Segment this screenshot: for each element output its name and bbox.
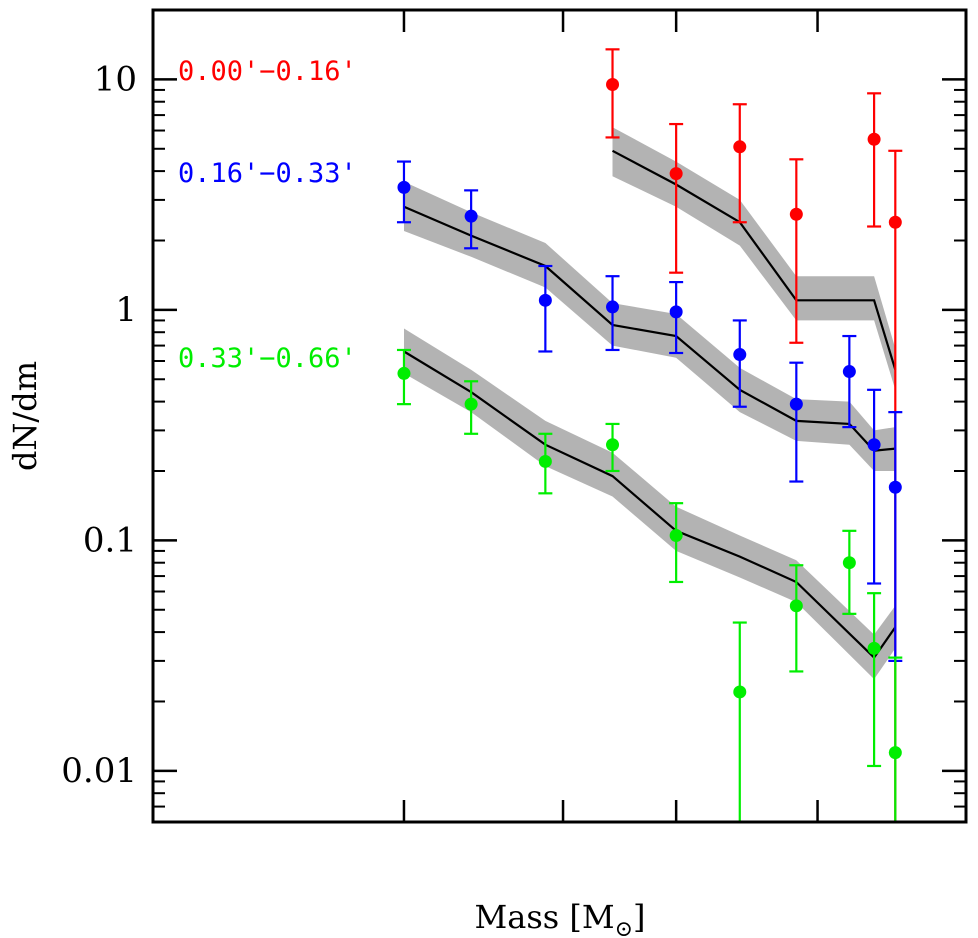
data-point-2-0 <box>397 366 411 380</box>
x-axis-label-sub: ⊙ <box>615 917 633 938</box>
y-tick-label: 0.01 <box>61 751 137 791</box>
data-point-2-7 <box>842 556 856 570</box>
data-point-1-2 <box>538 293 552 307</box>
y-tick-label: 1 <box>115 290 137 330</box>
data-points <box>397 78 902 760</box>
data-point-2-3 <box>606 438 620 452</box>
data-point-0-5 <box>888 215 902 229</box>
model-band-1 <box>404 181 896 471</box>
data-point-0-4 <box>867 132 881 146</box>
data-point-1-6 <box>789 397 803 411</box>
legend: 0.00'−0.16' 0.16'−0.33' 0.33'−0.66' <box>178 56 357 374</box>
model-band-0 <box>612 127 896 390</box>
data-point-1-1 <box>464 209 478 223</box>
data-point-2-9 <box>888 746 902 760</box>
axis-ticks: 10 1 0.1 0.01 <box>61 9 966 823</box>
data-point-1-3 <box>606 300 620 314</box>
model-uncertainty-bands <box>404 127 896 680</box>
y-axis-label: dN/dm <box>6 361 44 471</box>
data-point-1-4 <box>669 305 683 319</box>
model-line-1 <box>403 205 896 452</box>
data-point-1-0 <box>397 180 411 194</box>
y-tick-label: 0.1 <box>83 520 137 560</box>
data-point-2-5 <box>733 685 747 699</box>
data-point-2-6 <box>789 599 803 613</box>
data-point-1-7 <box>842 365 856 379</box>
data-point-1-9 <box>888 480 902 494</box>
legend-label-2: 0.33'−0.66' <box>178 343 357 374</box>
data-point-2-4 <box>669 528 683 542</box>
data-point-2-8 <box>867 641 881 655</box>
data-point-2-1 <box>464 397 478 411</box>
y-tick-label: 10 <box>94 59 137 99</box>
legend-label-1: 0.16'−0.33' <box>178 158 357 189</box>
x-axis-label-main: Mass [M <box>474 898 614 936</box>
data-point-0-2 <box>733 140 747 154</box>
data-point-0-3 <box>789 207 803 221</box>
x-axis-label-close: ] <box>633 898 645 936</box>
data-point-1-5 <box>733 348 747 362</box>
x-axis-label: Mass [M⊙] <box>474 898 645 938</box>
model-line-0 <box>611 149 897 371</box>
data-point-2-2 <box>538 454 552 468</box>
legend-label-0: 0.00'−0.16' <box>178 56 357 87</box>
data-point-0-1 <box>669 167 683 181</box>
data-point-0-0 <box>606 78 620 92</box>
plot-frame <box>151 8 968 824</box>
model-band-2 <box>404 328 896 680</box>
data-point-1-8 <box>867 438 881 452</box>
